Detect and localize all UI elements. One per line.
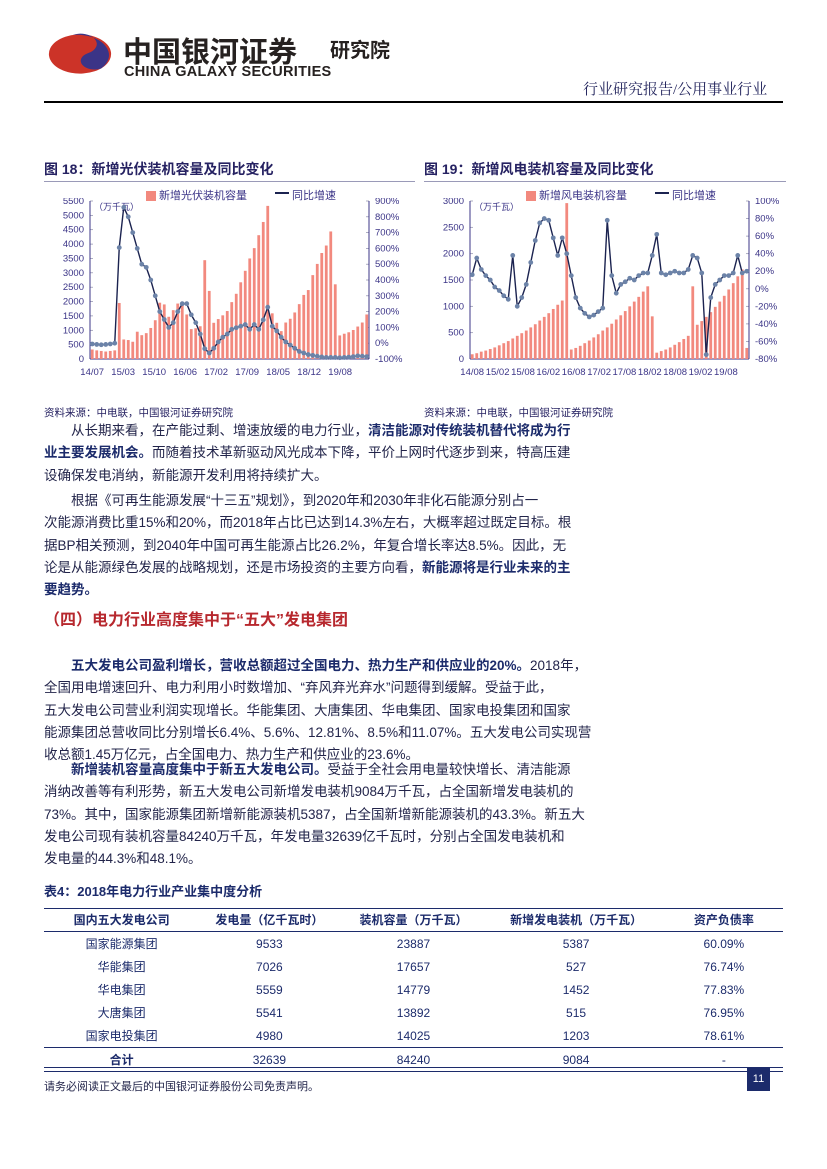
svg-text:500%: 500% xyxy=(375,259,400,270)
svg-text:0: 0 xyxy=(79,354,84,365)
svg-text:700%: 700% xyxy=(375,228,400,239)
svg-text:0%: 0% xyxy=(755,284,769,295)
svg-text:19/08: 19/08 xyxy=(328,367,352,378)
svg-text:80%: 80% xyxy=(755,214,775,225)
svg-text:17/08: 17/08 xyxy=(613,367,637,378)
svg-text:2500: 2500 xyxy=(63,282,84,293)
svg-text:19/08: 19/08 xyxy=(714,367,738,378)
svg-text:2000: 2000 xyxy=(443,249,464,260)
svg-text:500: 500 xyxy=(448,328,464,339)
svg-text:1000: 1000 xyxy=(63,325,84,336)
svg-text:1500: 1500 xyxy=(63,311,84,322)
svg-text:400%: 400% xyxy=(375,275,400,286)
svg-text:15/03: 15/03 xyxy=(111,367,135,378)
svg-text:-80%: -80% xyxy=(755,354,778,365)
svg-text:17/09: 17/09 xyxy=(235,367,259,378)
svg-text:20%: 20% xyxy=(755,266,775,277)
svg-text:2000: 2000 xyxy=(63,297,84,308)
svg-text:16/02: 16/02 xyxy=(536,367,560,378)
svg-text:900%: 900% xyxy=(375,198,400,207)
svg-text:18/05: 18/05 xyxy=(266,367,290,378)
svg-text:3000: 3000 xyxy=(443,198,464,207)
svg-text:-20%: -20% xyxy=(755,301,778,312)
svg-text:200%: 200% xyxy=(375,307,400,318)
svg-text:17/02: 17/02 xyxy=(587,367,611,378)
svg-text:600%: 600% xyxy=(375,243,400,254)
svg-text:500: 500 xyxy=(68,340,84,351)
svg-text:1000: 1000 xyxy=(443,301,464,312)
svg-text:14/08: 14/08 xyxy=(460,367,484,378)
svg-text:17/02: 17/02 xyxy=(204,367,228,378)
svg-text:300%: 300% xyxy=(375,291,400,302)
svg-text:16/08: 16/08 xyxy=(562,367,586,378)
svg-text:（万千瓦）: （万千瓦） xyxy=(474,202,519,212)
svg-text:-60%: -60% xyxy=(755,336,778,347)
svg-text:14/07: 14/07 xyxy=(80,367,104,378)
svg-text:-40%: -40% xyxy=(755,319,778,330)
svg-text:4000: 4000 xyxy=(63,239,84,250)
svg-text:16/06: 16/06 xyxy=(173,367,197,378)
svg-text:4500: 4500 xyxy=(63,225,84,236)
svg-text:（万千瓦）: （万千瓦） xyxy=(94,202,139,212)
svg-text:40%: 40% xyxy=(755,249,775,260)
svg-text:18/12: 18/12 xyxy=(297,367,321,378)
svg-text:18/08: 18/08 xyxy=(663,367,687,378)
svg-text:2500: 2500 xyxy=(443,222,464,233)
svg-text:15/02: 15/02 xyxy=(486,367,510,378)
svg-text:15/08: 15/08 xyxy=(511,367,535,378)
svg-text:3500: 3500 xyxy=(63,254,84,265)
svg-text:60%: 60% xyxy=(755,231,775,242)
svg-text:15/10: 15/10 xyxy=(142,367,166,378)
svg-text:0%: 0% xyxy=(375,338,389,349)
svg-text:5000: 5000 xyxy=(63,210,84,221)
svg-text:800%: 800% xyxy=(375,212,400,223)
svg-text:-100%: -100% xyxy=(375,354,403,365)
svg-text:0: 0 xyxy=(459,354,464,365)
svg-text:1500: 1500 xyxy=(443,275,464,286)
svg-text:3000: 3000 xyxy=(63,268,84,279)
svg-text:100%: 100% xyxy=(755,198,780,207)
svg-text:19/02: 19/02 xyxy=(689,367,713,378)
svg-text:5500: 5500 xyxy=(63,198,84,207)
svg-text:100%: 100% xyxy=(375,322,400,333)
svg-text:18/02: 18/02 xyxy=(638,367,662,378)
